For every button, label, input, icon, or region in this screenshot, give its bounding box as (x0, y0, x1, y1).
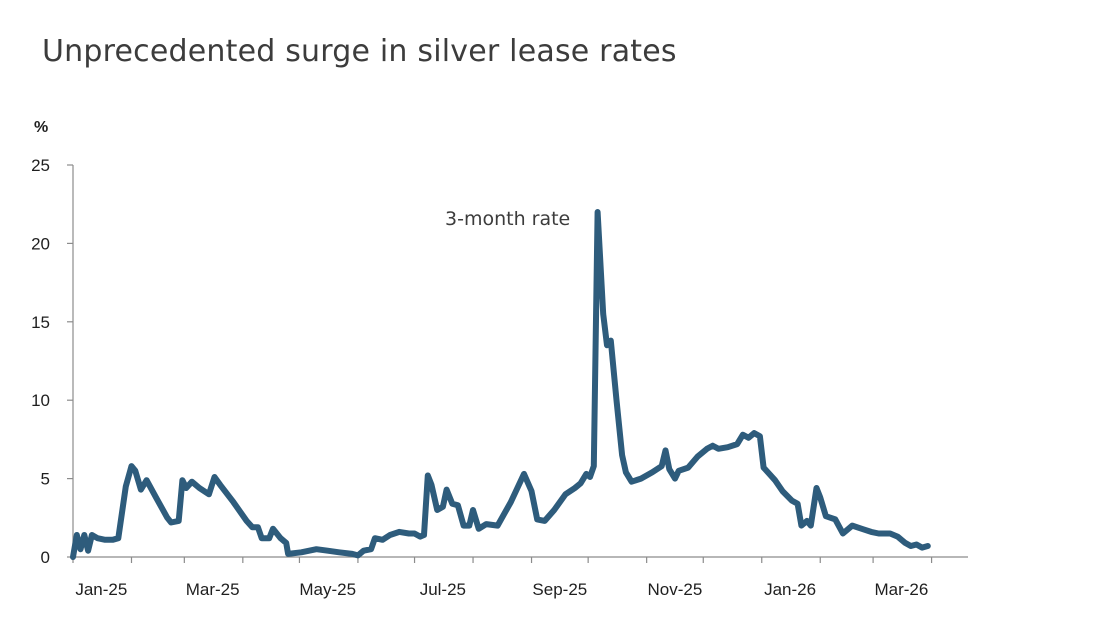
labels: 0 5 10 15 20 25% Jan-25 Mar-25 May-25 Jul-25 Sep-2… (31, 119, 928, 599)
y-tick-label: 25 (31, 156, 50, 175)
y-tick-label: 0 (41, 548, 50, 567)
x-tick-label: Jul-25 (420, 580, 466, 599)
y-tick-label: 15 (31, 313, 50, 332)
x-tick-label: Nov-25 (648, 580, 703, 599)
x-tick-label: May-25 (299, 580, 356, 599)
series-annotation: 3-month rate (445, 208, 570, 230)
y-axis-unit-label: % (34, 119, 48, 136)
x-tick-label: Jan-26 (764, 580, 816, 599)
y-tick-label: 20 (31, 234, 50, 253)
x-tick-label: Sep-25 (532, 580, 587, 599)
x-tick-label: Mar-26 (874, 580, 928, 599)
x-tick-label: Mar-25 (186, 580, 240, 599)
series-line-3-month-rate (70, 209, 931, 560)
y-tick-label: 5 (41, 470, 50, 489)
plot-area (70, 209, 931, 560)
y-tick-label: 10 (31, 391, 50, 410)
chart-title: Unprecedented surge in silver lease rate… (42, 34, 677, 69)
x-tick-label: Jan-25 (75, 580, 127, 599)
